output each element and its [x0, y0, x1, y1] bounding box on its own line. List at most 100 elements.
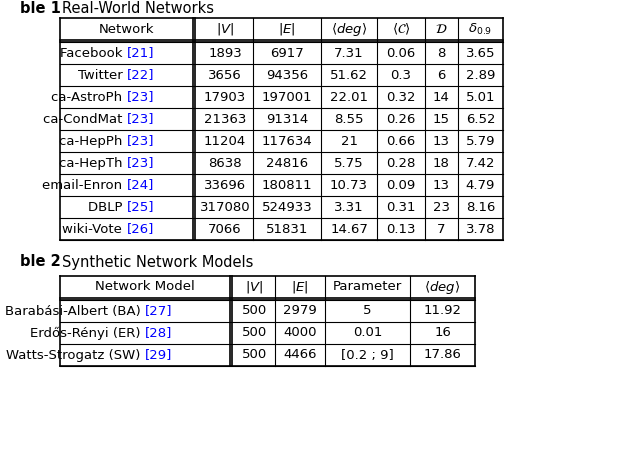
Text: Watts-Strogatz (SW): Watts-Strogatz (SW)	[6, 348, 145, 362]
Text: 5.75: 5.75	[334, 156, 364, 170]
Text: $|E|$: $|E|$	[278, 21, 296, 37]
Text: 18: 18	[433, 156, 450, 170]
Text: [23]: [23]	[127, 135, 154, 147]
Text: 524933: 524933	[262, 201, 312, 213]
Text: email-Enron: email-Enron	[42, 179, 127, 191]
Text: 14.67: 14.67	[330, 222, 368, 236]
Text: ca-HepTh: ca-HepTh	[59, 156, 127, 170]
Text: 6917: 6917	[270, 46, 304, 60]
Text: 17903: 17903	[204, 91, 246, 103]
Text: 6: 6	[437, 69, 445, 82]
Text: 7066: 7066	[208, 222, 242, 236]
Text: 3.78: 3.78	[466, 222, 495, 236]
Text: 4000: 4000	[284, 327, 317, 339]
Text: [23]: [23]	[127, 112, 154, 126]
Text: ble 1: ble 1	[20, 0, 61, 16]
Text: Real-World Networks: Real-World Networks	[62, 0, 214, 16]
Text: 13: 13	[433, 135, 450, 147]
Text: Twitter: Twitter	[77, 69, 127, 82]
Text: [23]: [23]	[127, 156, 154, 170]
Text: [26]: [26]	[127, 222, 154, 236]
Text: [21]: [21]	[127, 46, 154, 60]
Text: 10.73: 10.73	[330, 179, 368, 191]
Text: 4466: 4466	[284, 348, 317, 362]
Text: 0.13: 0.13	[387, 222, 416, 236]
Text: ca-HepPh: ca-HepPh	[59, 135, 127, 147]
Text: 6.52: 6.52	[466, 112, 495, 126]
Text: 180811: 180811	[262, 179, 312, 191]
Text: [27]: [27]	[145, 304, 173, 318]
Text: 24816: 24816	[266, 156, 308, 170]
Text: 0.01: 0.01	[353, 327, 382, 339]
Text: [24]: [24]	[127, 179, 154, 191]
Text: [22]: [22]	[127, 69, 154, 82]
Text: 500: 500	[242, 327, 267, 339]
Text: 14: 14	[433, 91, 450, 103]
Text: $|E|$: $|E|$	[291, 279, 308, 295]
Text: 7: 7	[437, 222, 445, 236]
Text: 5: 5	[364, 304, 372, 318]
Text: 13: 13	[433, 179, 450, 191]
Text: 317080: 317080	[200, 201, 250, 213]
Text: $|V|$: $|V|$	[245, 279, 264, 295]
Text: $\langle deg \rangle$: $\langle deg \rangle$	[424, 279, 461, 295]
Text: 500: 500	[242, 348, 267, 362]
Text: $\langle deg \rangle$: $\langle deg \rangle$	[331, 20, 367, 37]
Text: ca-CondMat: ca-CondMat	[43, 112, 127, 126]
Text: 0.66: 0.66	[387, 135, 415, 147]
Text: Network: Network	[99, 22, 154, 36]
Text: Barabási-Albert (BA): Barabási-Albert (BA)	[5, 304, 145, 318]
Text: 16: 16	[434, 327, 451, 339]
Text: Erdős-Rényi (ER): Erdős-Rényi (ER)	[30, 327, 145, 339]
Text: [29]: [29]	[145, 348, 172, 362]
Text: [28]: [28]	[145, 327, 172, 339]
Text: ble 2: ble 2	[20, 255, 61, 270]
Text: 11204: 11204	[204, 135, 246, 147]
Text: 500: 500	[242, 304, 267, 318]
Text: ca-AstroPh: ca-AstroPh	[51, 91, 127, 103]
Text: 0.26: 0.26	[387, 112, 416, 126]
Text: 22.01: 22.01	[330, 91, 368, 103]
Text: 0.32: 0.32	[387, 91, 416, 103]
Text: 8.55: 8.55	[334, 112, 364, 126]
Text: 3.65: 3.65	[466, 46, 495, 60]
Text: 0.31: 0.31	[387, 201, 416, 213]
Text: Facebook: Facebook	[60, 46, 127, 60]
Text: 2.89: 2.89	[466, 69, 495, 82]
Text: 5.79: 5.79	[466, 135, 495, 147]
Text: Network Model: Network Model	[95, 281, 195, 293]
Text: $\delta_{0.9}$: $\delta_{0.9}$	[468, 21, 493, 36]
Text: 7.31: 7.31	[334, 46, 364, 60]
Text: 94356: 94356	[266, 69, 308, 82]
Text: 5.01: 5.01	[466, 91, 495, 103]
Text: Parameter: Parameter	[333, 281, 402, 293]
Text: $\langle \mathcal{C} \rangle$: $\langle \mathcal{C} \rangle$	[392, 21, 410, 36]
Text: 33696: 33696	[204, 179, 246, 191]
Text: $|V|$: $|V|$	[216, 21, 234, 37]
Text: 21: 21	[340, 135, 358, 147]
Text: 0.28: 0.28	[387, 156, 416, 170]
Text: 0.3: 0.3	[390, 69, 412, 82]
Text: Synthetic Network Models: Synthetic Network Models	[62, 255, 253, 270]
Text: [25]: [25]	[127, 201, 154, 213]
Text: 2979: 2979	[283, 304, 317, 318]
Text: 8638: 8638	[208, 156, 242, 170]
Text: 0.06: 0.06	[387, 46, 415, 60]
Text: 0.09: 0.09	[387, 179, 415, 191]
Text: 1893: 1893	[208, 46, 242, 60]
Text: wiki-Vote: wiki-Vote	[62, 222, 127, 236]
Text: 8.16: 8.16	[466, 201, 495, 213]
Text: 51831: 51831	[266, 222, 308, 236]
Text: 197001: 197001	[262, 91, 312, 103]
Text: 23: 23	[433, 201, 450, 213]
Text: 17.86: 17.86	[424, 348, 461, 362]
Text: 91314: 91314	[266, 112, 308, 126]
Text: 7.42: 7.42	[466, 156, 495, 170]
Text: 15: 15	[433, 112, 450, 126]
Text: 117634: 117634	[262, 135, 312, 147]
Text: 3656: 3656	[208, 69, 242, 82]
Text: 21363: 21363	[204, 112, 246, 126]
Text: 11.92: 11.92	[424, 304, 461, 318]
Text: 4.79: 4.79	[466, 179, 495, 191]
Text: 51.62: 51.62	[330, 69, 368, 82]
